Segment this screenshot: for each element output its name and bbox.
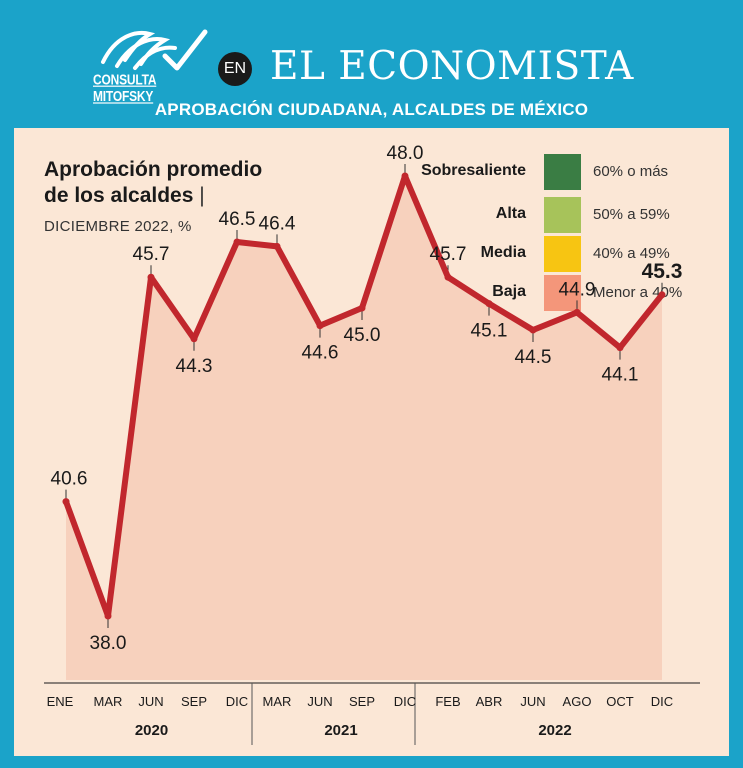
chart-title: Aprobación promedio de los alcaldes | (44, 157, 262, 209)
data-label: 45.1 (471, 321, 508, 342)
en-badge: EN (218, 52, 252, 86)
legend-label: Alta (495, 205, 526, 222)
legend-range: 40% a 49% (593, 245, 670, 262)
data-point (658, 291, 666, 299)
mitofsky-logo-icon (101, 29, 208, 71)
legend-item: Media 40% a 49% (400, 236, 730, 272)
chart-title-line2: de los alcaldes (44, 184, 194, 207)
data-label: 44.6 (302, 343, 339, 364)
year-label: 2020 (135, 722, 168, 739)
legend-range: 50% a 59% (593, 206, 670, 223)
data-point (233, 238, 241, 246)
data-point (358, 304, 366, 312)
data-point (485, 300, 493, 308)
data-label: 45.0 (344, 325, 381, 346)
header-subtitle: APROBACIÓN CIUDADANA, ALCALDES DE MÉXICO (154, 100, 589, 119)
data-label: 46.5 (219, 209, 256, 230)
data-point (190, 335, 198, 343)
legend-swatch (544, 154, 581, 190)
data-label: 40.6 (51, 469, 88, 490)
data-label: 45.7 (133, 244, 170, 265)
legend-range: 60% o más (593, 163, 669, 180)
legend-item: Sobresaliente 60% o más (400, 154, 730, 190)
x-tick-label: MAR (94, 694, 123, 709)
legend-label: Sobresaliente (421, 162, 526, 179)
logo-text: CONSULTA MITOFSKY (93, 71, 157, 105)
chart-subtitle: DICIEMBRE 2022, % (44, 218, 192, 235)
year-label: 2021 (324, 722, 357, 739)
x-tick-label: JUN (307, 694, 332, 709)
data-label: 45.3 (642, 260, 683, 283)
data-label: 44.9 (559, 279, 596, 300)
legend-label: Baja (492, 283, 526, 300)
x-tick-label: DIC (226, 694, 248, 709)
brand-title: EL ECONOMISTA (270, 44, 634, 89)
area-fill (66, 176, 662, 680)
x-tick-label: SEP (349, 694, 375, 709)
x-tick-label: FEB (435, 694, 460, 709)
x-tick-label: DIC (651, 694, 673, 709)
legend-swatch (544, 236, 581, 272)
legend-item: Baja Menor a 40% (400, 275, 730, 311)
x-tick-label: ENE (47, 694, 74, 709)
chart-title-line1: Aprobación promedio (44, 158, 263, 181)
data-label: 45.7 (430, 244, 467, 265)
legend-label: Media (480, 244, 526, 261)
data-label: 44.5 (515, 347, 552, 368)
legend-swatch (544, 197, 581, 233)
data-point (616, 344, 624, 352)
year-label: 2022 (538, 722, 571, 739)
chart-title-separator: | (199, 184, 205, 207)
legend-swatch (544, 275, 581, 311)
data-label: 46.4 (259, 213, 296, 234)
x-tick-label: OCT (606, 694, 634, 709)
data-point (444, 273, 452, 281)
data-point (273, 242, 281, 250)
x-tick-label: DIC (394, 694, 416, 709)
data-point (316, 322, 324, 330)
x-tick-label: SEP (181, 694, 207, 709)
data-point (529, 326, 537, 334)
data-label: 48.0 (387, 143, 424, 164)
data-label: 44.1 (602, 365, 639, 386)
x-tick-label: JUN (138, 694, 163, 709)
data-point (62, 498, 70, 506)
data-label: 44.3 (176, 356, 213, 377)
data-point (147, 273, 155, 281)
x-tick-label: MAR (263, 694, 292, 709)
data-point (573, 308, 581, 316)
data-point (104, 612, 112, 620)
x-tick-label: AGO (563, 694, 592, 709)
x-tick-label: ABR (476, 694, 503, 709)
legend-item: Alta 50% a 59% (400, 197, 730, 233)
data-label: 38.0 (90, 633, 127, 654)
x-tick-label: JUN (520, 694, 545, 709)
data-point (401, 172, 409, 180)
header: CONSULTA MITOFSKY EN EL ECONOMISTA APROB… (0, 0, 743, 128)
